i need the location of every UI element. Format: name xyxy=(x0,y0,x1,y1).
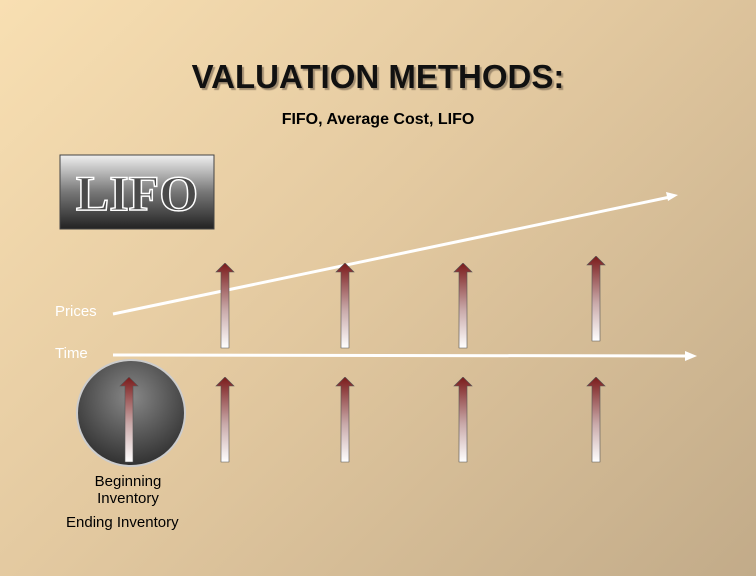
arrow xyxy=(336,377,354,462)
badge-box xyxy=(59,154,215,230)
arrow xyxy=(454,377,472,462)
arrow xyxy=(587,256,605,341)
arrow xyxy=(587,377,605,462)
title: VALUATION METHODS: xyxy=(191,58,565,95)
subtitle: FIFO, Average Cost, LIFO xyxy=(281,111,475,128)
badge-label: LIFO xyxy=(76,165,198,221)
arrow xyxy=(216,263,234,348)
prices-line xyxy=(112,195,671,316)
time-label: Time xyxy=(55,345,88,362)
prices-label: Prices xyxy=(55,303,97,320)
time-line xyxy=(112,353,689,358)
arrow xyxy=(216,377,234,462)
time-arrowhead xyxy=(685,351,697,361)
beginning-inventory-label: Beginning Inventory xyxy=(94,473,162,507)
prices-arrowhead xyxy=(666,192,678,201)
arrow xyxy=(454,263,472,348)
ending-inventory-label: Ending Inventory xyxy=(66,514,179,531)
arrow xyxy=(336,263,354,348)
